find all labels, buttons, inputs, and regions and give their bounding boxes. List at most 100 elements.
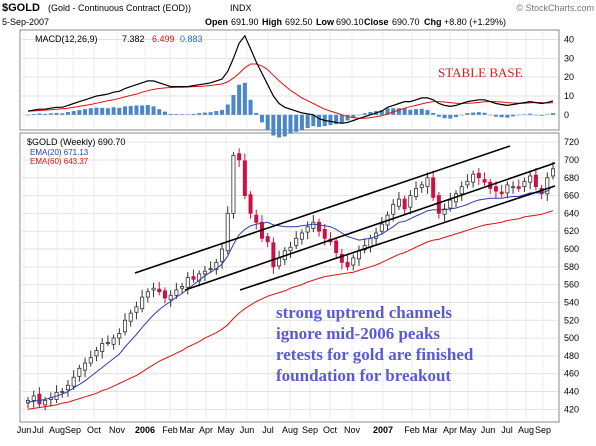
macd-histogram-bar xyxy=(528,113,533,115)
candle-body xyxy=(356,250,361,260)
macd-histogram-bar xyxy=(197,113,202,115)
x-tick-label: Aug xyxy=(49,425,65,435)
price-layer xyxy=(25,148,556,411)
macd-tick-label: 40 xyxy=(564,35,574,45)
candle-body xyxy=(248,194,253,214)
macd-histogram-bar xyxy=(311,114,316,127)
channel-line-lower-1 xyxy=(239,185,556,291)
chart-symbol: $GOLD xyxy=(2,2,40,14)
macd-histogram-bar xyxy=(123,106,128,115)
macd-tick-label: 20 xyxy=(564,72,574,82)
macd-signal-line xyxy=(27,63,554,119)
x-tick-label: Feb xyxy=(404,425,420,435)
candle-body xyxy=(516,186,521,189)
macd-histogram-bar xyxy=(237,84,242,115)
candle-body xyxy=(402,198,407,210)
x-tick-label: Apr xyxy=(443,425,457,435)
candle-body xyxy=(271,242,276,268)
macd-histogram-bar xyxy=(31,114,36,115)
candle-body xyxy=(396,198,401,207)
macd-histogram-bar xyxy=(71,111,76,115)
ohlc-readout: Open 691.90 High 692.50 Low 690.10 Close… xyxy=(205,17,506,27)
candle-body xyxy=(202,270,207,275)
x-tick-label: Oct xyxy=(87,425,102,435)
price-tick-label: 620 xyxy=(564,226,579,236)
macd-histogram-bar xyxy=(282,114,287,137)
macd-legend-macd-value: 7.382 xyxy=(122,34,145,44)
macd-histogram-bar xyxy=(288,114,293,134)
candle-body xyxy=(334,240,339,253)
candle-body xyxy=(214,261,219,270)
stockcharts-watermark: © StockCharts.com xyxy=(516,3,594,13)
macd-histogram-bar xyxy=(100,107,105,115)
macd-histogram-bar xyxy=(294,114,299,132)
macd-histogram-bar xyxy=(83,109,88,115)
channel-line-upper-1 xyxy=(134,145,511,274)
candle-body xyxy=(208,268,213,270)
candle-body xyxy=(493,186,498,192)
candle-body xyxy=(522,180,527,188)
x-tick-label: 2006 xyxy=(135,425,155,435)
chart-exchange: INDX xyxy=(230,3,252,13)
macd-histogram-bar xyxy=(277,114,282,138)
macd-histogram-bar xyxy=(151,106,156,115)
candle-body xyxy=(305,226,310,233)
candle-body xyxy=(265,236,270,243)
x-tick-label: Sep xyxy=(302,425,318,435)
candle-body xyxy=(425,177,430,188)
candle-body xyxy=(431,177,436,198)
x-tick-label: Feb xyxy=(162,425,178,435)
macd-histogram-bar xyxy=(157,109,162,115)
channel-layer xyxy=(134,145,556,291)
macd-histogram-bar xyxy=(77,110,82,115)
macd-histogram-bar xyxy=(54,112,59,115)
x-tick-label: Jun xyxy=(240,425,255,435)
macd-tick-label: 30 xyxy=(564,53,574,63)
macd-histogram-bar xyxy=(476,112,481,115)
chg-value: +8.80 (+1.29%) xyxy=(444,17,506,27)
x-tick-label: Sep xyxy=(65,425,81,435)
candle-body xyxy=(157,288,162,293)
x-tick-label: Apr xyxy=(199,425,213,435)
macd-histogram-bar xyxy=(379,110,384,115)
candle-body xyxy=(191,276,196,280)
candle-body xyxy=(511,186,516,189)
low-label: Low xyxy=(316,17,335,27)
candle-body xyxy=(37,393,42,405)
macd-histogram-bar xyxy=(351,114,356,118)
macd-histogram-bar xyxy=(174,114,179,115)
macd-histogram-bar xyxy=(271,114,276,136)
macd-legend-hist-value: 0.883 xyxy=(180,34,203,44)
x-tick-label: May xyxy=(459,425,477,435)
candle-body xyxy=(31,395,36,401)
price-tick-label: 720 xyxy=(564,137,579,147)
macd-histogram-bar xyxy=(493,114,498,117)
price-annotations: strong uptrend channels ignore mid-2006 … xyxy=(276,303,474,385)
candle-body xyxy=(168,294,173,301)
candle-body xyxy=(111,337,116,345)
candle-body xyxy=(379,223,384,232)
macd-histogram-bar xyxy=(453,114,458,118)
macd-histogram-bar xyxy=(105,108,110,115)
price-tick-label: 660 xyxy=(564,191,579,201)
candle-body xyxy=(242,160,247,196)
candle-body xyxy=(162,290,167,299)
x-tick-label: Nov xyxy=(109,425,126,435)
ema20-legend: EMA(20) 671.13 xyxy=(30,148,89,157)
candle-body xyxy=(442,208,447,215)
open-label: Open xyxy=(205,17,228,27)
macd-histogram-bar xyxy=(339,114,344,124)
macd-histogram-bar xyxy=(522,114,527,115)
macd-histogram-bar xyxy=(265,114,270,130)
macd-histogram-bar xyxy=(442,114,447,119)
channel-line-middle xyxy=(184,162,556,291)
candle-body xyxy=(482,179,487,183)
candle-body xyxy=(505,184,510,194)
macd-histogram-bar xyxy=(140,105,145,115)
grid-layer xyxy=(22,32,558,420)
macd-histogram-bar xyxy=(242,82,247,115)
candle-body xyxy=(83,362,88,371)
axis-layer: 420 440 460 480 500 520 540 560 580 600 620 640 660 6… xyxy=(17,35,579,435)
price-tick-label: 500 xyxy=(564,333,579,343)
macd-histogram-bar xyxy=(482,112,487,115)
